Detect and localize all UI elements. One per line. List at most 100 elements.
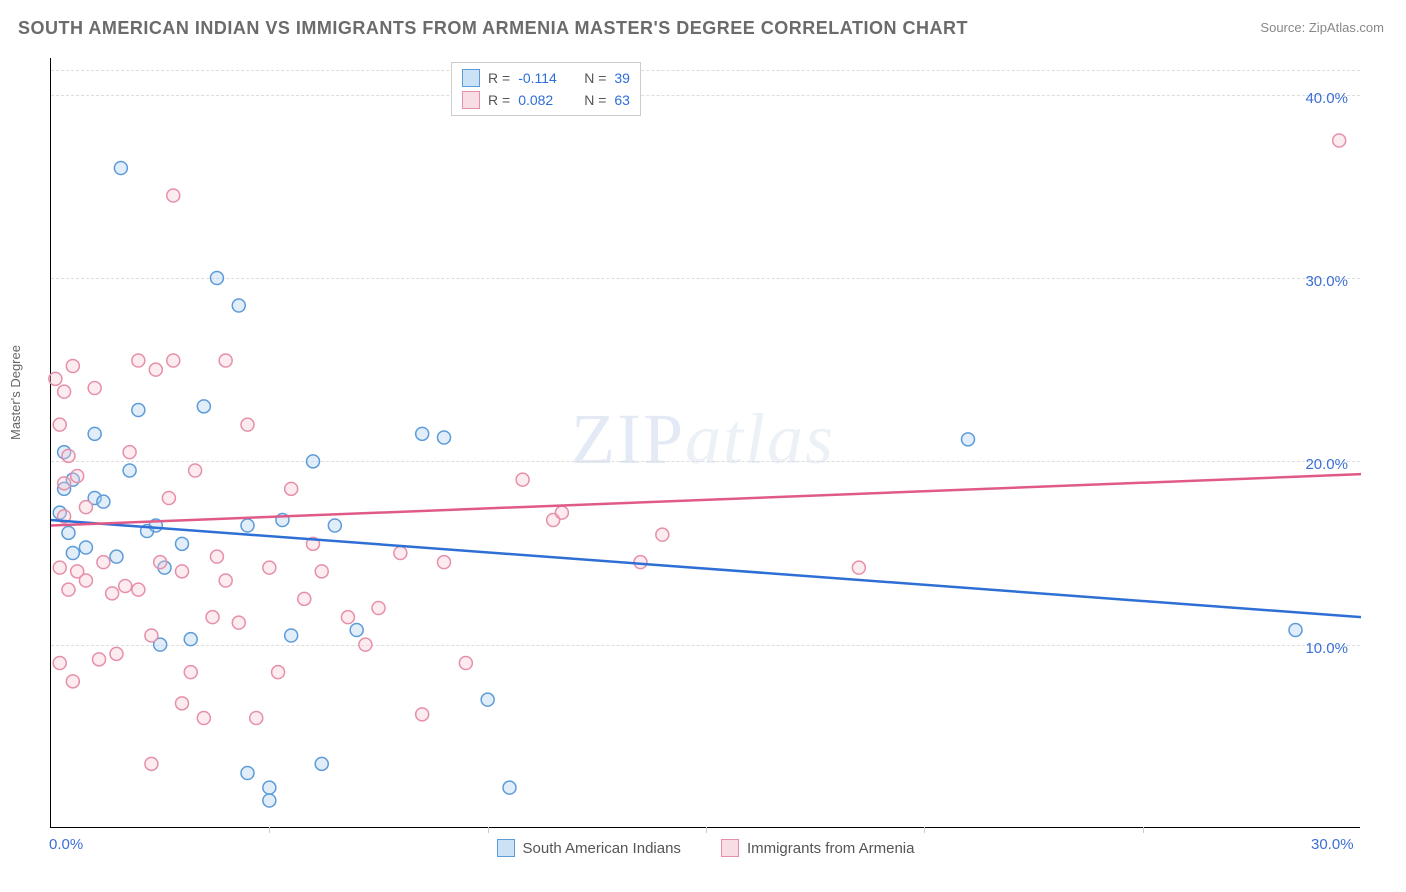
data-point-arm — [852, 561, 865, 574]
data-point-arm — [250, 712, 263, 725]
source-label: Source: — [1260, 20, 1305, 35]
data-point-sai — [503, 781, 516, 794]
data-point-sai — [241, 519, 254, 532]
data-point-sai — [481, 693, 494, 706]
y-tick-label: 20.0% — [1305, 456, 1348, 473]
data-point-arm — [123, 446, 136, 459]
data-point-arm — [88, 382, 101, 395]
data-point-arm — [145, 629, 158, 642]
data-point-arm — [79, 574, 92, 587]
data-point-sai — [438, 431, 451, 444]
x-minor-tick — [269, 827, 270, 833]
data-point-sai — [241, 767, 254, 780]
data-point-arm — [119, 580, 132, 593]
data-point-arm — [132, 583, 145, 596]
data-point-arm — [176, 697, 189, 710]
data-point-sai — [184, 633, 197, 646]
data-point-arm — [263, 561, 276, 574]
data-point-arm — [53, 561, 66, 574]
data-point-sai — [88, 427, 101, 440]
x-minor-tick — [1143, 827, 1144, 833]
source-name: ZipAtlas.com — [1309, 20, 1384, 35]
data-point-arm — [53, 418, 66, 431]
data-point-arm — [315, 565, 328, 578]
data-point-arm — [145, 757, 158, 770]
data-point-arm — [49, 372, 62, 385]
data-point-arm — [416, 708, 429, 721]
legend-bottom: South American Indians Immigrants from Ar… — [51, 839, 1360, 857]
data-point-sai — [315, 757, 328, 770]
data-point-sai — [123, 464, 136, 477]
data-point-arm — [110, 647, 123, 660]
data-point-arm — [656, 528, 669, 541]
data-point-sai — [263, 781, 276, 794]
data-point-arm — [241, 418, 254, 431]
data-point-arm — [66, 675, 79, 688]
data-point-arm — [62, 449, 75, 462]
plot-area: ZIPatlas R =-0.114N =39R =0.082N =63 10.… — [50, 58, 1360, 828]
legend-label: South American Indians — [523, 840, 681, 857]
y-tick-label: 30.0% — [1305, 273, 1348, 290]
data-point-sai — [962, 433, 975, 446]
data-point-arm — [341, 611, 354, 624]
data-point-arm — [1333, 134, 1346, 147]
data-point-arm — [459, 657, 472, 670]
data-point-arm — [106, 587, 119, 600]
data-point-arm — [206, 611, 219, 624]
legend-label: Immigrants from Armenia — [747, 840, 915, 857]
data-point-arm — [219, 354, 232, 367]
data-point-arm — [149, 363, 162, 376]
data-point-arm — [167, 354, 180, 367]
data-point-arm — [154, 556, 167, 569]
data-point-sai — [232, 299, 245, 312]
n-value: 63 — [614, 92, 630, 108]
data-point-sai — [79, 541, 92, 554]
data-point-sai — [197, 400, 210, 413]
data-point-arm — [516, 473, 529, 486]
data-point-arm — [438, 556, 451, 569]
data-point-arm — [66, 360, 79, 373]
data-point-arm — [176, 565, 189, 578]
data-point-arm — [132, 354, 145, 367]
data-point-arm — [58, 385, 71, 398]
stats-row-sai: R =-0.114N =39 — [462, 67, 630, 89]
data-point-arm — [298, 592, 311, 605]
data-point-sai — [66, 547, 79, 560]
data-point-arm — [272, 666, 285, 679]
data-point-sai — [176, 537, 189, 550]
data-point-sai — [285, 629, 298, 642]
data-point-sai — [350, 624, 363, 637]
plot-svg — [51, 58, 1360, 827]
y-tick-label: 40.0% — [1305, 90, 1348, 107]
data-point-arm — [210, 550, 223, 563]
data-point-arm — [71, 470, 84, 483]
data-point-arm — [372, 602, 385, 615]
data-point-arm — [359, 638, 372, 651]
data-point-arm — [285, 482, 298, 495]
r-value: -0.114 — [518, 70, 566, 86]
data-point-sai — [1289, 624, 1302, 637]
r-value: 0.082 — [518, 92, 566, 108]
swatch-sai — [462, 69, 480, 87]
data-point-sai — [97, 495, 110, 508]
r-label: R = — [488, 92, 510, 108]
r-label: R = — [488, 70, 510, 86]
data-point-sai — [210, 272, 223, 285]
data-point-arm — [555, 506, 568, 519]
data-point-arm — [93, 653, 106, 666]
data-point-sai — [110, 550, 123, 563]
legend-item-sai: South American Indians — [497, 839, 681, 857]
data-point-sai — [328, 519, 341, 532]
data-point-arm — [394, 547, 407, 560]
x-minor-tick — [488, 827, 489, 833]
data-point-arm — [189, 464, 202, 477]
data-point-arm — [184, 666, 197, 679]
stats-row-arm: R =0.082N =63 — [462, 89, 630, 111]
data-point-arm — [232, 616, 245, 629]
data-point-arm — [62, 583, 75, 596]
data-point-arm — [79, 501, 92, 514]
data-point-arm — [219, 574, 232, 587]
data-point-sai — [62, 526, 75, 539]
data-point-sai — [132, 404, 145, 417]
trend-line-arm — [51, 474, 1361, 525]
